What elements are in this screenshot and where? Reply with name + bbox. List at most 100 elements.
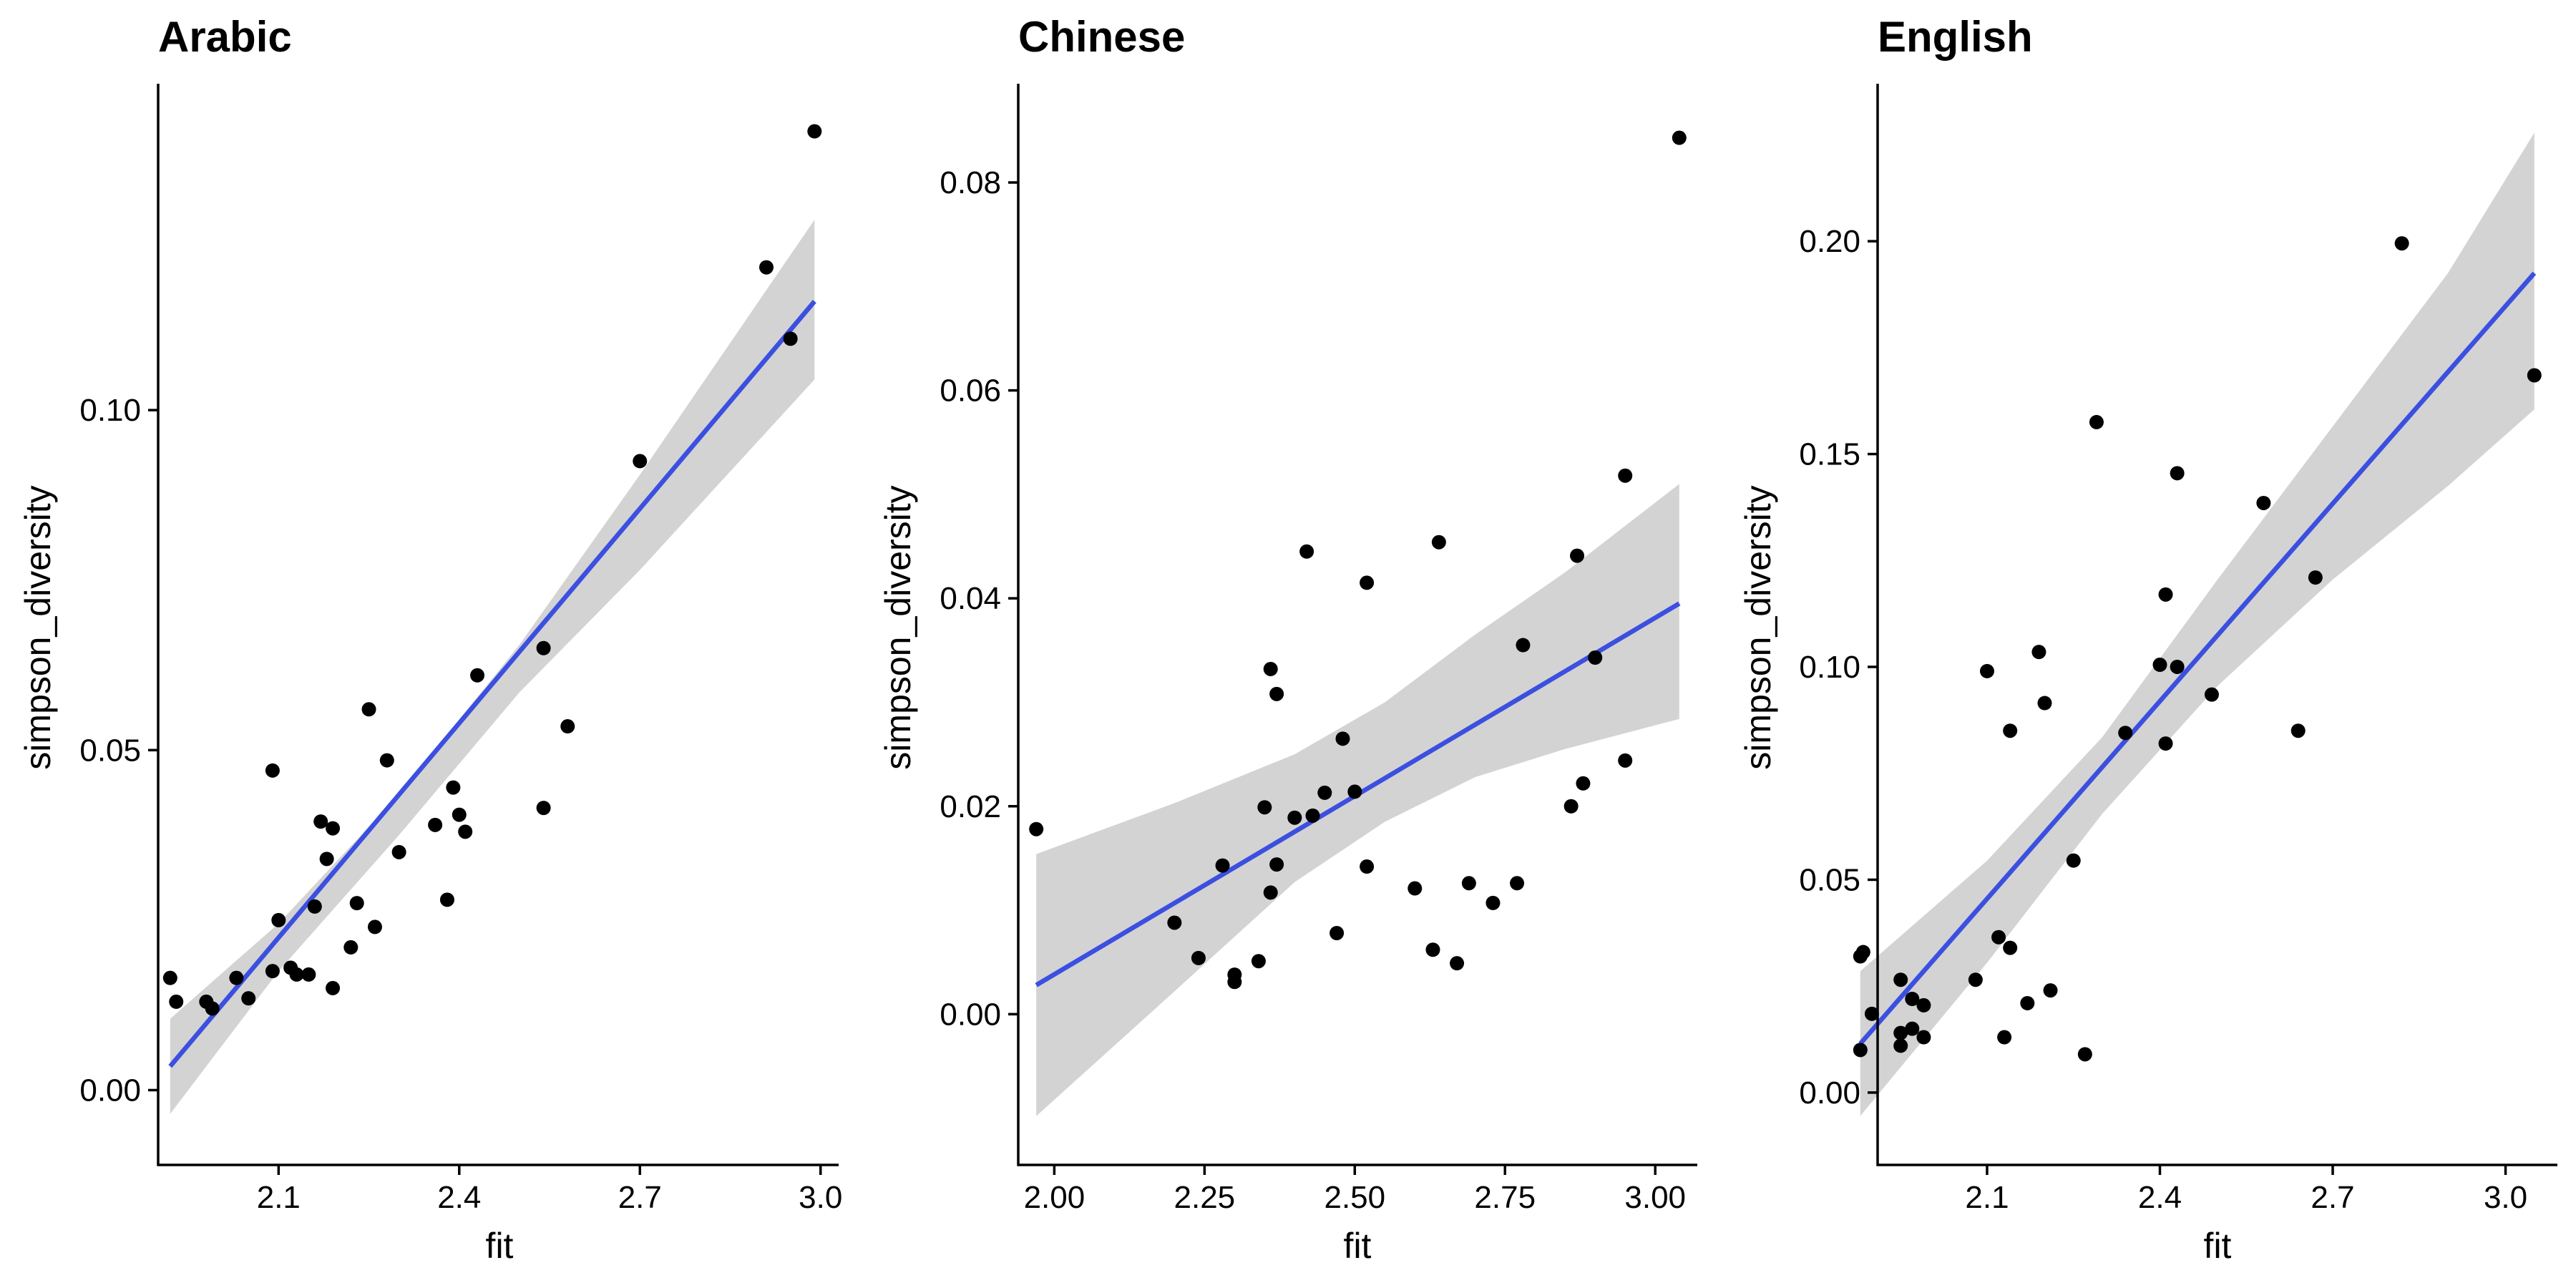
data-point <box>1305 808 1320 823</box>
data-point <box>1893 972 1908 987</box>
data-point <box>439 892 454 907</box>
data-point <box>783 331 798 346</box>
data-point <box>428 817 443 832</box>
y-tick-label: 0.15 <box>1799 437 1860 472</box>
data-point <box>1618 468 1633 483</box>
data-point <box>1257 800 1272 815</box>
data-point <box>560 719 575 734</box>
y-tick-label: 0.02 <box>940 789 1001 824</box>
data-point <box>759 260 774 275</box>
panel-english: English fit simpson_diversity 2.1 2.4 2.7 3… <box>1738 13 2557 1266</box>
regression-line <box>168 300 816 1068</box>
data-point <box>1672 130 1687 145</box>
data-point <box>2527 368 2542 383</box>
x-tick-label: 2.75 <box>1474 1180 1536 1215</box>
data-point <box>1905 991 1920 1006</box>
data-point <box>536 640 551 655</box>
data-point <box>343 940 358 955</box>
data-point <box>289 967 304 982</box>
data-point <box>446 780 461 795</box>
data-point <box>1570 548 1585 563</box>
data-point <box>1916 997 1931 1013</box>
data-point <box>1618 753 1633 768</box>
data-point <box>2020 995 2035 1010</box>
data-point <box>1997 1030 2012 1045</box>
data-point <box>1853 1043 1868 1058</box>
panel-title: English <box>1878 13 2033 61</box>
y-tick-label: 0.05 <box>79 733 141 768</box>
data-point <box>2204 687 2219 702</box>
data-point <box>1407 881 1423 896</box>
y-tick-label: 0.04 <box>940 581 1001 616</box>
data-point <box>1360 859 1375 874</box>
data-point <box>1263 885 1278 900</box>
data-point <box>1269 686 1284 701</box>
x-axis-title: fit <box>486 1226 514 1266</box>
data-point <box>2043 983 2058 998</box>
data-point <box>2308 570 2323 585</box>
data-point <box>1191 950 1206 965</box>
data-point <box>1893 1025 1908 1040</box>
data-point <box>1916 1030 1931 1045</box>
data-point <box>2256 495 2271 510</box>
data-point <box>1360 575 1375 590</box>
data-point <box>633 454 648 469</box>
data-point <box>1227 975 1242 990</box>
data-point <box>1029 821 1044 836</box>
data-point <box>1510 876 1525 891</box>
data-point <box>1425 942 1440 957</box>
data-point <box>2003 723 2018 738</box>
x-tick-label: 2.4 <box>2138 1180 2182 1215</box>
regression-line <box>1858 271 2537 1045</box>
data-point <box>361 702 376 717</box>
data-point <box>1251 954 1266 969</box>
data-point <box>2158 587 2173 602</box>
y-tick-label: 0.10 <box>79 393 141 428</box>
data-point <box>162 970 177 985</box>
data-point <box>1450 956 1465 971</box>
data-point <box>2031 645 2046 660</box>
data-point <box>326 980 341 995</box>
data-point <box>271 912 286 927</box>
data-point <box>1516 638 1531 653</box>
y-tick-label: 0.00 <box>1799 1075 1860 1111</box>
y-tick-label: 0.08 <box>940 165 1001 200</box>
y-tick-label: 0.06 <box>940 374 1001 409</box>
x-axis-title: fit <box>1344 1226 1372 1266</box>
data-point <box>313 814 328 829</box>
data-point <box>1864 1006 1879 1021</box>
data-point <box>326 821 341 836</box>
data-point <box>1330 926 1345 941</box>
y-tick-label: 0.20 <box>1799 224 1860 259</box>
y-tick-label: 0.00 <box>79 1073 141 1108</box>
data-point <box>1855 945 1870 960</box>
data-point <box>1299 544 1314 559</box>
data-point <box>379 753 394 768</box>
data-point <box>1215 858 1230 873</box>
panel-arabic: Arabic fit simpson_diversity 2.1 2.4 2.7 3.… <box>18 13 842 1266</box>
data-point <box>2118 726 2133 741</box>
data-point <box>2077 1047 2092 1062</box>
confidence-band <box>1860 132 2534 1116</box>
data-point <box>391 844 406 859</box>
y-tick-label: 0.10 <box>1799 650 1860 685</box>
x-tick-label: 2.1 <box>1965 1180 2009 1215</box>
data-point <box>205 1001 220 1016</box>
data-point <box>2066 853 2081 868</box>
data-point <box>2158 736 2173 751</box>
data-point <box>2003 940 2018 955</box>
x-axis-title: fit <box>2204 1226 2232 1266</box>
data-point <box>536 801 551 816</box>
x-tick-label: 2.50 <box>1324 1180 1385 1215</box>
data-point <box>452 807 467 822</box>
y-tick-label: 0.05 <box>1799 862 1860 897</box>
data-point <box>1317 785 1332 800</box>
confidence-band <box>1036 484 1679 1116</box>
data-point <box>1905 1021 1920 1036</box>
data-point <box>1979 663 1994 678</box>
data-point <box>1263 661 1278 676</box>
panel-title: Chinese <box>1018 13 1185 61</box>
data-point <box>265 964 280 979</box>
y-axis-title: simpson_diversity <box>18 485 58 769</box>
data-point <box>2170 659 2185 674</box>
